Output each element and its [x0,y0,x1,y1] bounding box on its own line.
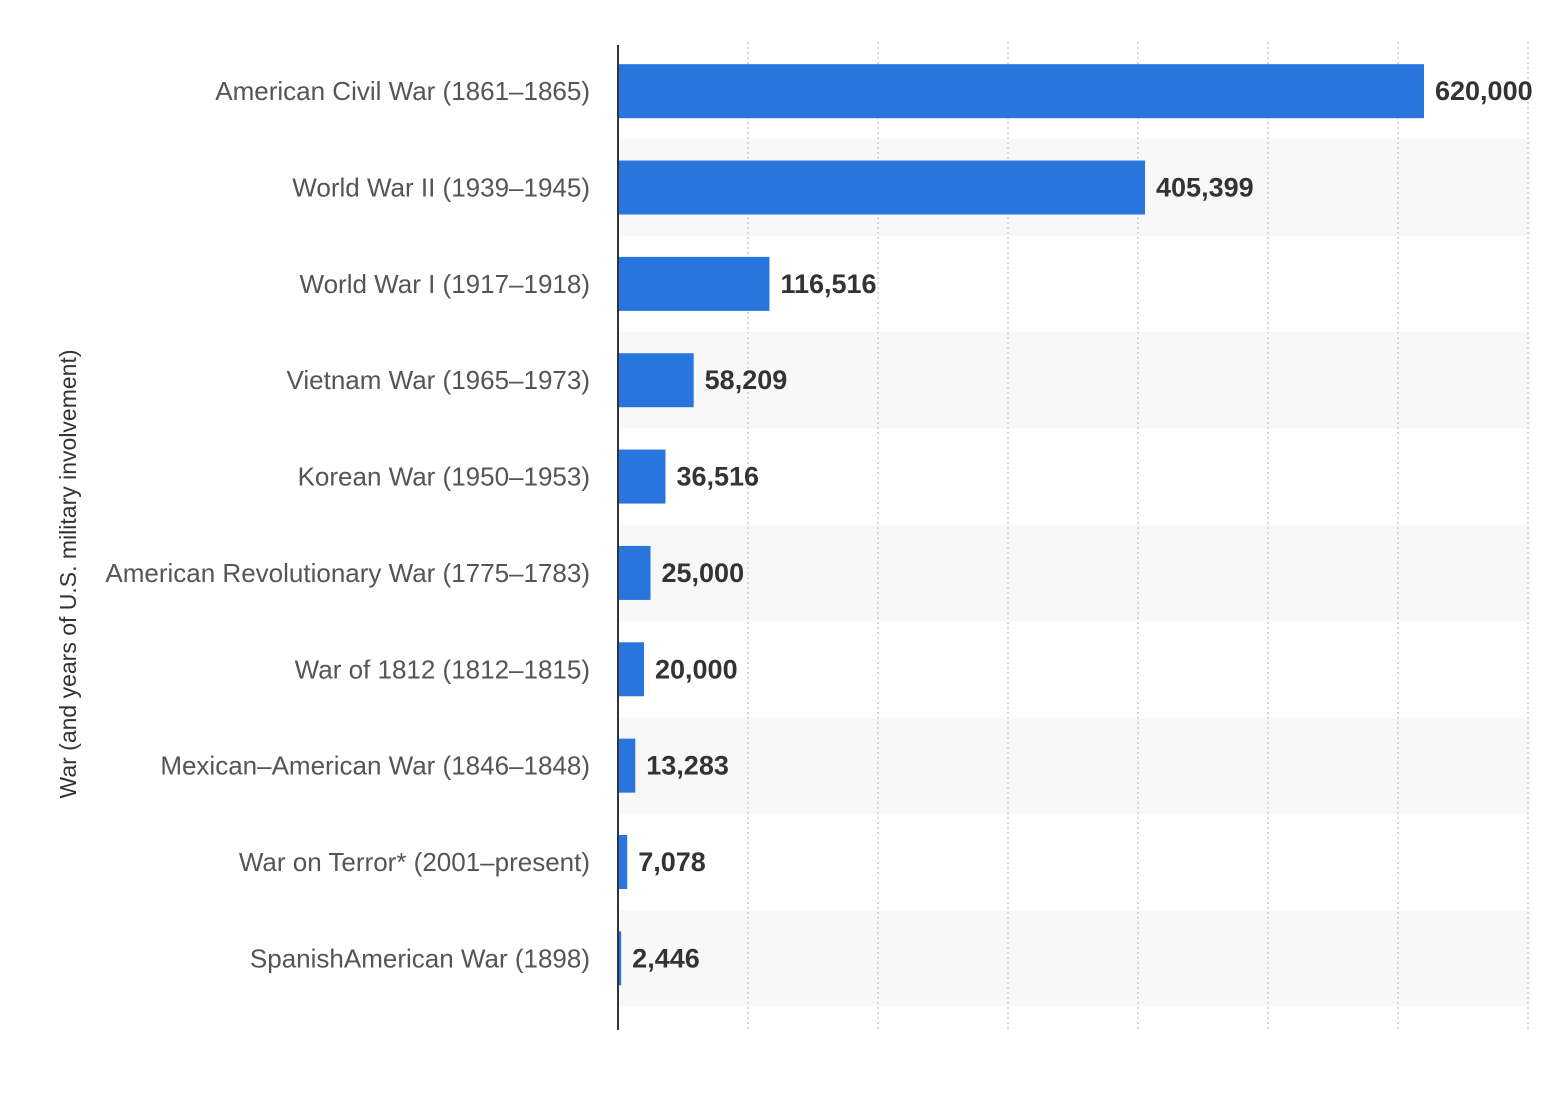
bar [618,64,1424,119]
category-label: World War II (1939–1945) [292,173,590,203]
category-label: Korean War (1950–1953) [298,462,590,492]
bar [618,642,644,697]
data-label: 36,516 [676,462,759,492]
data-label: 2,446 [632,943,700,973]
bars [618,64,1424,986]
data-label: 116,516 [780,269,876,299]
row-band [618,910,1530,1007]
bar [618,449,666,504]
bar [618,545,651,600]
category-labels: American Civil War (1861–1865) World War … [105,76,590,973]
category-label: American Civil War (1861–1865) [215,76,590,106]
data-labels: 620,000 405,399 116,516 58,209 36,516 25,000 2… [632,76,1532,973]
data-label: 58,209 [705,365,788,395]
bar [618,160,1146,215]
data-label: 20,000 [655,654,738,684]
bar [618,256,770,311]
data-label: 13,283 [646,751,729,781]
category-label: World War I (1917–1918) [300,269,590,299]
category-label: Mexican–American War (1846–1848) [160,751,590,781]
data-label: 25,000 [662,558,745,588]
category-label: War on Terror* (2001–present) [239,847,590,877]
row-bands [618,139,1530,1007]
category-label: American Revolutionary War (1775–1783) [105,558,590,588]
row-band [618,332,1530,429]
bar [618,353,694,408]
category-label: War of 1812 (1812–1815) [295,654,590,684]
data-label: 405,399 [1156,173,1254,203]
row-band [618,717,1530,814]
data-label: 7,078 [638,847,706,877]
row-band [618,524,1530,622]
bar [618,931,622,986]
category-label: Vietnam War (1965–1973) [286,365,590,395]
category-label: SpanishAmerican War (1898) [250,943,590,973]
bar [618,738,636,793]
bar [618,834,628,889]
data-label: 620,000 [1435,76,1533,106]
y-axis-title: War (and years of U.S. military involvem… [55,349,81,798]
